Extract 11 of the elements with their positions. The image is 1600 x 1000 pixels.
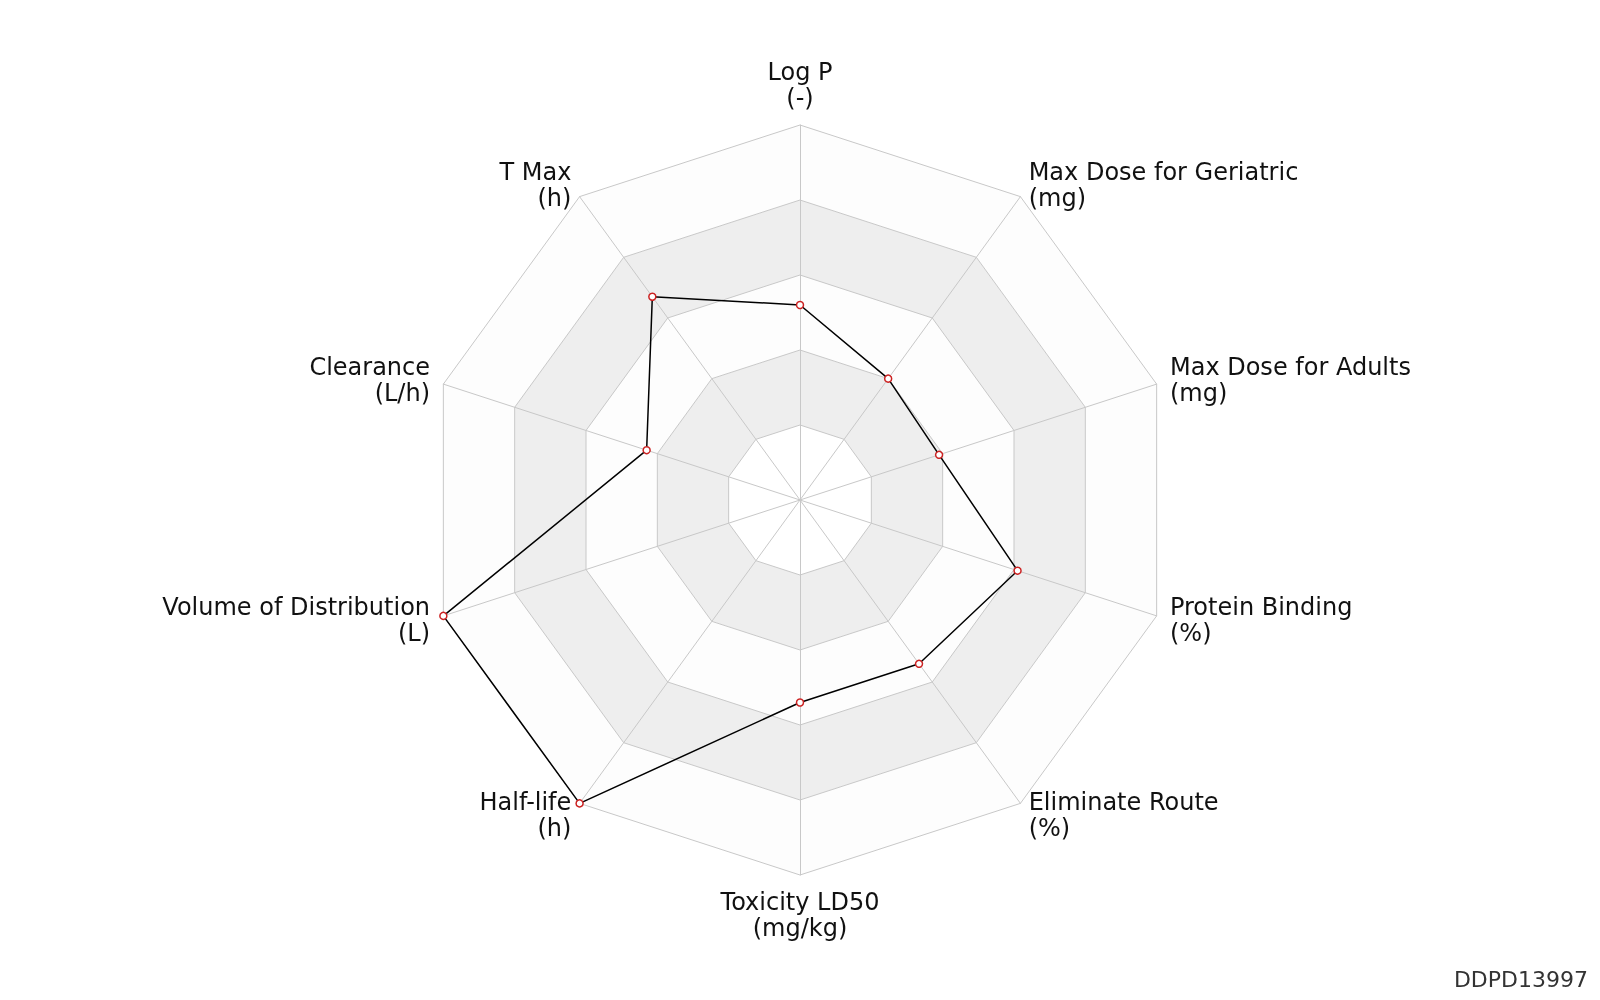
spoke-label: Toxicity LD50 (mg/kg) xyxy=(719,888,880,942)
spoke-label: T Max (h) xyxy=(498,158,572,213)
spoke-label: Protein Binding (%) xyxy=(1169,593,1353,648)
spoke-label: Clearance (L/h) xyxy=(309,352,431,407)
spoke-label: Max Dose for Geriatric (mg) xyxy=(1028,158,1299,213)
spoke-label: Volume of Distribution (L) xyxy=(162,593,431,648)
text: DDPD13997 xyxy=(1453,967,1588,992)
spoke-label: Half-life (h) xyxy=(479,787,572,842)
spoke-label: Log P (-) xyxy=(767,58,833,112)
spoke-label: Eliminate Route (%) xyxy=(1028,787,1219,842)
spoke-label: Max Dose for Adults (mg) xyxy=(1169,352,1411,407)
